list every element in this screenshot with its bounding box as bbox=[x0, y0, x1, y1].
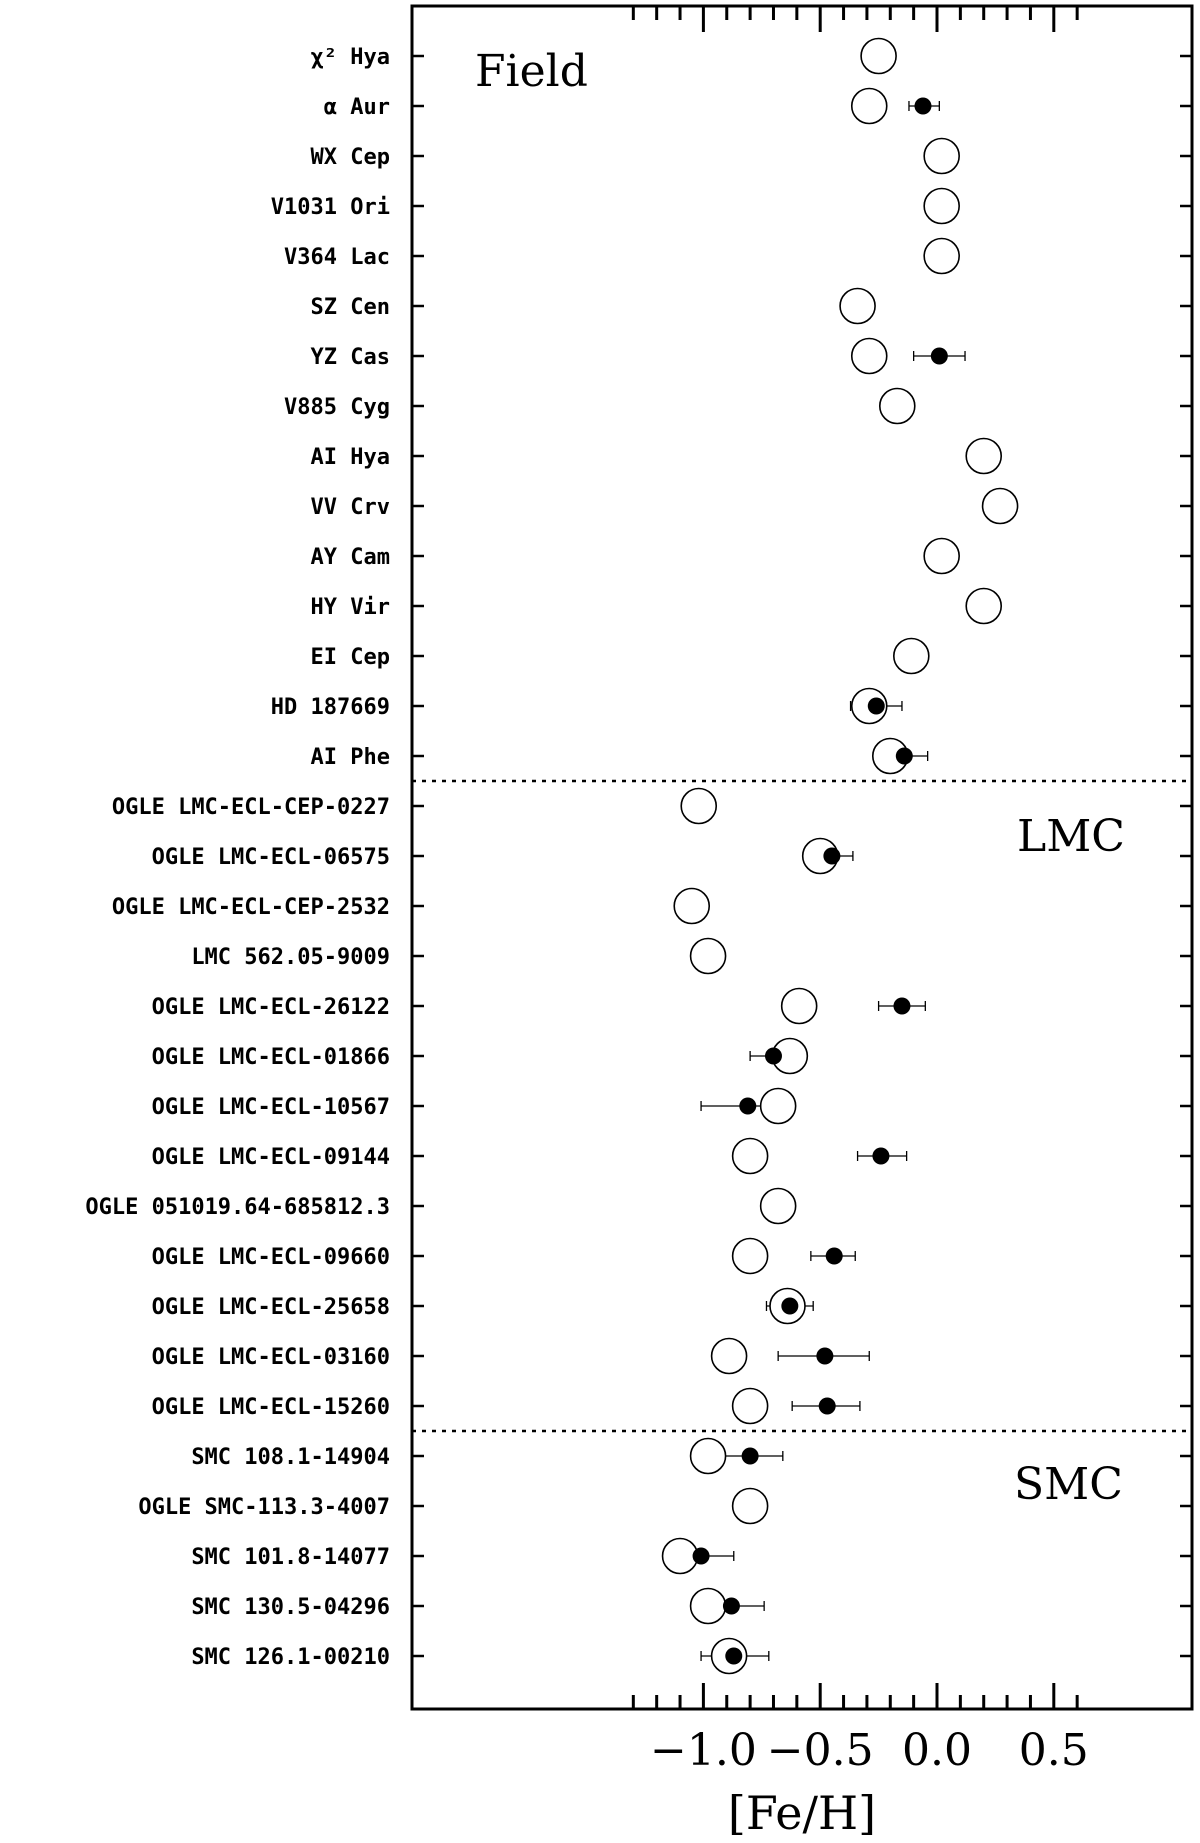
star-label: VV Crv bbox=[311, 495, 390, 520]
open-marker bbox=[731, 1487, 769, 1525]
star-label: SZ Cen bbox=[311, 295, 390, 320]
open-marker bbox=[759, 1187, 797, 1225]
star-label: EI Cep bbox=[311, 645, 390, 670]
filled-marker bbox=[781, 1297, 799, 1315]
star-label: OGLE LMC-ECL-03160 bbox=[152, 1345, 390, 1370]
star-label: V364 Lac bbox=[284, 245, 390, 270]
x-axis-label: [Fe/H] bbox=[728, 1786, 876, 1840]
star-label: WX Cep bbox=[311, 145, 390, 170]
open-marker bbox=[689, 937, 727, 975]
star-label: AI Hya bbox=[311, 445, 390, 470]
star-label: OGLE LMC-ECL-01866 bbox=[152, 1045, 390, 1070]
star-label: V885 Cyg bbox=[284, 395, 390, 420]
open-marker bbox=[839, 287, 876, 325]
filled-marker bbox=[764, 1047, 782, 1065]
star-label: OGLE SMC-113.3-4007 bbox=[138, 1495, 390, 1520]
filled-marker bbox=[741, 1447, 759, 1465]
star-label: OGLE LMC-ECL-CEP-0227 bbox=[112, 795, 390, 820]
filled-marker-layer bbox=[692, 97, 948, 1665]
filled-marker bbox=[872, 1147, 890, 1165]
star-label: OGLE LMC-ECL-09660 bbox=[152, 1245, 390, 1270]
tick-label-layer: −1.0 −0.5 0.0 0.5 bbox=[650, 1725, 1089, 1776]
star-label-layer: χ² Hya α Aur WX Cep V1031 Ori V364 Lac SZ Cen… bbox=[85, 45, 390, 1670]
filled-marker bbox=[825, 1247, 843, 1265]
star-label: YZ Cas bbox=[311, 345, 390, 370]
errorbar-layer bbox=[665, 101, 966, 1661]
star-label: OGLE LMC-ECL-CEP-2532 bbox=[112, 895, 390, 920]
star-label: OGLE LMC-ECL-25658 bbox=[152, 1295, 390, 1320]
open-marker-layer bbox=[661, 37, 1019, 1675]
star-label: OGLE LMC-ECL-06575 bbox=[152, 845, 390, 870]
filled-marker bbox=[816, 1347, 834, 1365]
x-tick-label: 0.5 bbox=[1019, 1725, 1089, 1776]
open-marker bbox=[965, 437, 1003, 475]
star-label: HD 187669 bbox=[271, 695, 390, 720]
star-label: LMC 562.05-9009 bbox=[191, 945, 390, 970]
open-marker bbox=[731, 1387, 769, 1425]
star-label: χ² Hya bbox=[311, 45, 390, 70]
open-marker bbox=[731, 1137, 769, 1175]
star-label: SMC 126.1-00210 bbox=[191, 1645, 390, 1670]
star-label: SMC 101.8-14077 bbox=[191, 1545, 390, 1570]
star-label: AI Phe bbox=[311, 745, 390, 770]
x-tick-label: 0.0 bbox=[902, 1725, 972, 1776]
open-marker bbox=[850, 87, 888, 125]
open-marker bbox=[680, 787, 718, 825]
open-marker bbox=[689, 1587, 727, 1625]
x-tick-label: −0.5 bbox=[767, 1725, 874, 1776]
star-label: OGLE LMC-ECL-09144 bbox=[152, 1145, 390, 1170]
star-label: V1031 Ori bbox=[271, 195, 390, 220]
open-marker bbox=[893, 637, 930, 675]
open-marker bbox=[981, 487, 1019, 525]
filled-marker bbox=[893, 997, 911, 1015]
filled-marker bbox=[692, 1547, 710, 1565]
star-label: OGLE 051019.64-685812.3 bbox=[85, 1195, 390, 1220]
group-label-smc: SMC bbox=[1014, 1459, 1123, 1510]
group-label-field: Field bbox=[475, 46, 588, 97]
open-marker bbox=[731, 1237, 769, 1275]
filled-marker bbox=[725, 1647, 743, 1665]
group-label-lmc: LMC bbox=[1017, 811, 1125, 862]
open-marker bbox=[710, 1337, 748, 1375]
open-marker bbox=[689, 1437, 727, 1475]
open-marker bbox=[923, 187, 960, 225]
star-label: α Aur bbox=[324, 95, 390, 120]
filled-marker bbox=[818, 1397, 836, 1415]
tick-layer bbox=[412, 6, 1192, 1709]
filled-marker bbox=[867, 697, 885, 715]
star-label: OGLE LMC-ECL-26122 bbox=[152, 995, 390, 1020]
open-marker bbox=[673, 887, 711, 925]
star-label: AY Cam bbox=[311, 545, 390, 570]
star-label: OGLE LMC-ECL-10567 bbox=[152, 1095, 390, 1120]
filled-marker bbox=[823, 847, 841, 865]
open-marker bbox=[965, 587, 1003, 625]
filled-marker bbox=[739, 1097, 757, 1115]
filled-marker bbox=[722, 1597, 740, 1615]
open-marker bbox=[923, 137, 960, 175]
filled-marker bbox=[914, 97, 932, 115]
filled-marker bbox=[895, 747, 913, 765]
open-marker bbox=[860, 37, 897, 75]
open-marker bbox=[850, 337, 888, 375]
plot-frame bbox=[410, 4, 1194, 1711]
open-marker bbox=[759, 1087, 797, 1125]
open-marker bbox=[923, 537, 960, 575]
open-marker bbox=[661, 1537, 699, 1575]
star-label: HY Vir bbox=[311, 595, 390, 620]
open-marker bbox=[878, 387, 916, 425]
filled-marker bbox=[930, 347, 948, 365]
open-marker bbox=[780, 987, 818, 1025]
x-tick-label: −1.0 bbox=[650, 1725, 757, 1776]
star-label: SMC 130.5-04296 bbox=[191, 1595, 390, 1620]
separator-layer bbox=[412, 779, 1192, 1433]
open-marker bbox=[923, 237, 960, 275]
star-label: SMC 108.1-14904 bbox=[191, 1445, 390, 1470]
star-label: OGLE LMC-ECL-15260 bbox=[152, 1395, 390, 1420]
